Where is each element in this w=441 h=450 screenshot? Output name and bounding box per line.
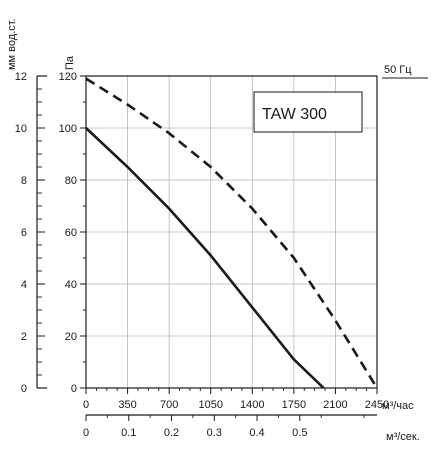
pa-tick-label: 40: [65, 279, 77, 291]
model-label-box: [253, 91, 363, 133]
mm-tick-label: 2: [21, 331, 27, 343]
m3s-tick-label: 0.5: [292, 427, 307, 439]
x-bottom-unit: м³/час: [382, 400, 414, 412]
series-group: [85, 77, 379, 389]
curve-solid: [85, 127, 325, 389]
pa-tick-label: 0: [71, 383, 77, 395]
m3s-axis-ticks: 0 0.1 0.2 0.3 0.4 0.5: [83, 415, 365, 439]
x-second-unit: м³/сек.: [386, 431, 420, 443]
mm-tick-label: 6: [21, 227, 27, 239]
y-left-label: мм вод.ст.: [6, 18, 18, 70]
mm-tick-label: 4: [21, 279, 27, 291]
m3s-tick-label: 0.1: [121, 427, 136, 439]
m3s-tick-label: 0.2: [164, 427, 179, 439]
m3s-tick-label: 0.4: [249, 427, 264, 439]
pa-tick-label: 80: [65, 175, 77, 187]
pa-axis-ticks: 0 20 40 60 80 100 120: [59, 71, 86, 395]
mm-tick-label: 8: [21, 175, 27, 187]
y-right-label: Па: [64, 55, 76, 70]
mm-axis-ticks: 0 2 4 6 8 10 12: [15, 71, 45, 395]
pa-tick-label: 20: [65, 331, 77, 343]
model-label: TAW 300: [262, 106, 327, 123]
pa-tick-label: 60: [65, 227, 77, 239]
m3h-tick-label: 2450: [365, 399, 389, 411]
m3h-tick-label: 1750: [282, 399, 306, 411]
pa-tick-label: 120: [59, 71, 77, 83]
m3h-tick-label: 1050: [198, 399, 222, 411]
mm-tick-label: 10: [15, 123, 27, 135]
m3h-axis-ticks: 0 350 700 1050 1400 1750 2100 2450: [83, 388, 389, 411]
m3h-tick-label: 1400: [240, 399, 264, 411]
pa-tick-label: 100: [59, 123, 77, 135]
mm-tick-label: 0: [21, 383, 27, 395]
m3h-tick-label: 2100: [323, 399, 347, 411]
m3s-tick-label: 0.3: [207, 427, 222, 439]
m3h-tick-label: 700: [160, 399, 178, 411]
m3h-tick-label: 350: [118, 399, 136, 411]
m3s-tick-label: 0: [83, 427, 89, 439]
mm-tick-label: 12: [15, 71, 27, 83]
m3h-tick-label: 0: [83, 399, 89, 411]
frequency-label: 50 Гц: [384, 64, 412, 76]
curve-dashed: [85, 77, 379, 389]
